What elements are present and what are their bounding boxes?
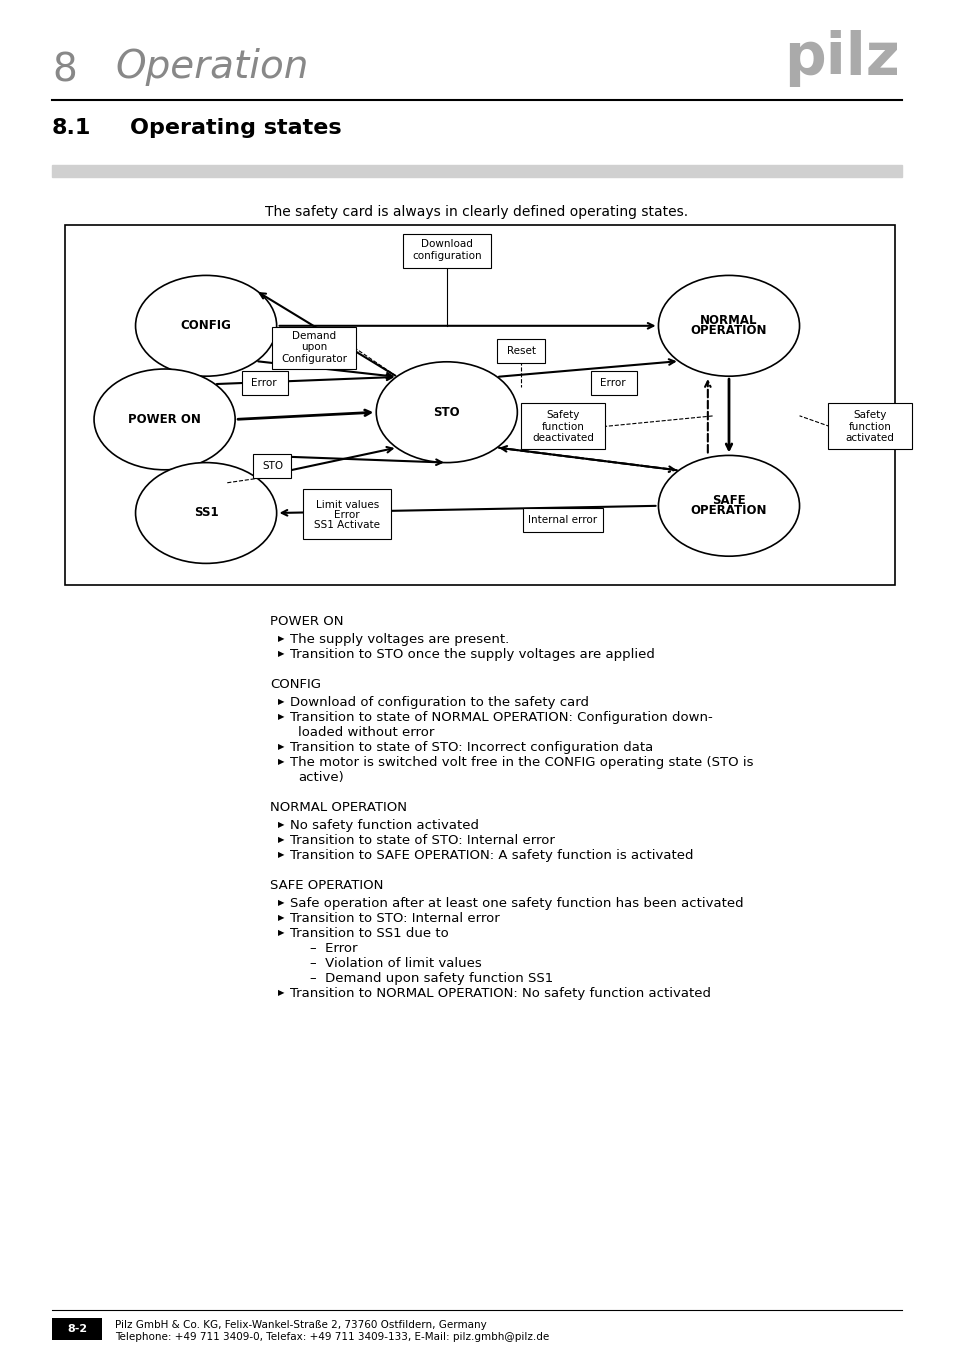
Ellipse shape	[658, 455, 799, 556]
Text: ▶: ▶	[277, 819, 284, 829]
Text: Transition to NORMAL OPERATION: No safety function activated: Transition to NORMAL OPERATION: No safet…	[290, 987, 710, 1000]
Text: Limit values: Limit values	[315, 500, 378, 510]
Text: 8.1: 8.1	[52, 117, 91, 138]
FancyBboxPatch shape	[590, 371, 637, 396]
Text: The motor is switched volt free in the CONFIG operating state (STO is: The motor is switched volt free in the C…	[290, 756, 753, 770]
FancyBboxPatch shape	[522, 508, 602, 532]
Text: –  Error: – Error	[310, 942, 357, 954]
Ellipse shape	[135, 463, 276, 563]
FancyBboxPatch shape	[497, 339, 545, 363]
Text: ▶: ▶	[277, 757, 284, 765]
FancyBboxPatch shape	[253, 454, 292, 478]
Text: OPERATION: OPERATION	[690, 505, 766, 517]
Text: No safety function activated: No safety function activated	[290, 819, 478, 832]
Text: POWER ON: POWER ON	[128, 413, 201, 425]
Ellipse shape	[94, 369, 234, 470]
Text: POWER ON: POWER ON	[270, 616, 343, 628]
Text: The safety card is always in clearly defined operating states.: The safety card is always in clearly def…	[265, 205, 688, 219]
Text: loaded without error: loaded without error	[297, 726, 434, 738]
Text: SS1 Activate: SS1 Activate	[314, 520, 380, 531]
FancyBboxPatch shape	[303, 489, 391, 539]
Text: ▶: ▶	[277, 850, 284, 859]
FancyBboxPatch shape	[827, 402, 911, 448]
FancyBboxPatch shape	[272, 328, 355, 370]
Text: active): active)	[297, 771, 343, 784]
Text: CONFIG: CONFIG	[270, 678, 320, 691]
Text: Error: Error	[599, 378, 625, 389]
Text: Transition to STO: Internal error: Transition to STO: Internal error	[290, 913, 499, 925]
Text: Telephone: +49 711 3409-0, Telefax: +49 711 3409-133, E-Mail: pilz.gmbh@pilz.de: Telephone: +49 711 3409-0, Telefax: +49 …	[115, 1332, 549, 1342]
Text: Operation: Operation	[115, 49, 308, 86]
FancyBboxPatch shape	[242, 371, 288, 396]
Text: 8-2: 8-2	[67, 1324, 87, 1334]
Text: Error: Error	[252, 378, 276, 389]
Ellipse shape	[375, 362, 517, 463]
FancyBboxPatch shape	[52, 1318, 102, 1341]
Bar	[52, 165, 901, 177]
Text: SAFE OPERATION: SAFE OPERATION	[270, 879, 383, 892]
Text: ▶: ▶	[277, 697, 284, 706]
FancyBboxPatch shape	[520, 402, 604, 448]
Text: Transition to SS1 due to: Transition to SS1 due to	[290, 927, 448, 940]
Text: Transition to state of NORMAL OPERATION: Configuration down-: Transition to state of NORMAL OPERATION:…	[290, 711, 712, 724]
Text: Reset: Reset	[506, 346, 536, 356]
Text: –  Violation of limit values: – Violation of limit values	[310, 957, 481, 971]
Text: OPERATION: OPERATION	[690, 324, 766, 338]
Text: Safety
function
activated: Safety function activated	[844, 410, 894, 443]
Text: ▶: ▶	[277, 711, 284, 721]
Text: Transition to SAFE OPERATION: A safety function is activated: Transition to SAFE OPERATION: A safety f…	[290, 849, 693, 863]
Text: Transition to state of STO: Incorrect configuration data: Transition to state of STO: Incorrect co…	[290, 741, 653, 755]
Text: SS1: SS1	[193, 506, 218, 520]
Text: ▶: ▶	[277, 927, 284, 937]
Text: pilz: pilz	[783, 30, 899, 86]
Text: NORMAL OPERATION: NORMAL OPERATION	[270, 801, 407, 814]
Text: SAFE: SAFE	[712, 494, 745, 508]
Text: STO: STO	[433, 406, 459, 418]
Text: ▶: ▶	[277, 649, 284, 657]
Text: Transition to STO once the supply voltages are applied: Transition to STO once the supply voltag…	[290, 648, 654, 662]
Text: ▶: ▶	[277, 836, 284, 844]
Text: Operating states: Operating states	[130, 117, 341, 138]
Text: Transition to state of STO: Internal error: Transition to state of STO: Internal err…	[290, 834, 555, 846]
Text: The supply voltages are present.: The supply voltages are present.	[290, 633, 509, 647]
Text: ▶: ▶	[277, 634, 284, 643]
Text: ▶: ▶	[277, 743, 284, 751]
Ellipse shape	[658, 275, 799, 377]
Text: ▶: ▶	[277, 898, 284, 907]
Text: Demand
upon
Configurator: Demand upon Configurator	[281, 331, 347, 364]
Text: –  Demand upon safety function SS1: – Demand upon safety function SS1	[310, 972, 553, 986]
Text: ▶: ▶	[277, 988, 284, 998]
Text: Download of configuration to the safety card: Download of configuration to the safety …	[290, 697, 588, 709]
Ellipse shape	[135, 275, 276, 377]
Text: NORMAL: NORMAL	[700, 315, 757, 327]
FancyBboxPatch shape	[65, 225, 894, 585]
FancyBboxPatch shape	[402, 234, 490, 269]
Text: Internal error: Internal error	[528, 516, 597, 525]
Text: CONFIG: CONFIG	[180, 320, 232, 332]
Text: 8: 8	[52, 53, 76, 90]
Text: Pilz GmbH & Co. KG, Felix-Wankel-Straße 2, 73760 Ostfildern, Germany: Pilz GmbH & Co. KG, Felix-Wankel-Straße …	[115, 1320, 486, 1330]
Text: ▶: ▶	[277, 913, 284, 922]
Text: STO: STO	[262, 462, 283, 471]
Text: Safe operation after at least one safety function has been activated: Safe operation after at least one safety…	[290, 896, 742, 910]
Text: Download
configuration: Download configuration	[412, 239, 481, 261]
Text: Safety
function
deactivated: Safety function deactivated	[532, 410, 594, 443]
Text: Error: Error	[335, 510, 359, 520]
